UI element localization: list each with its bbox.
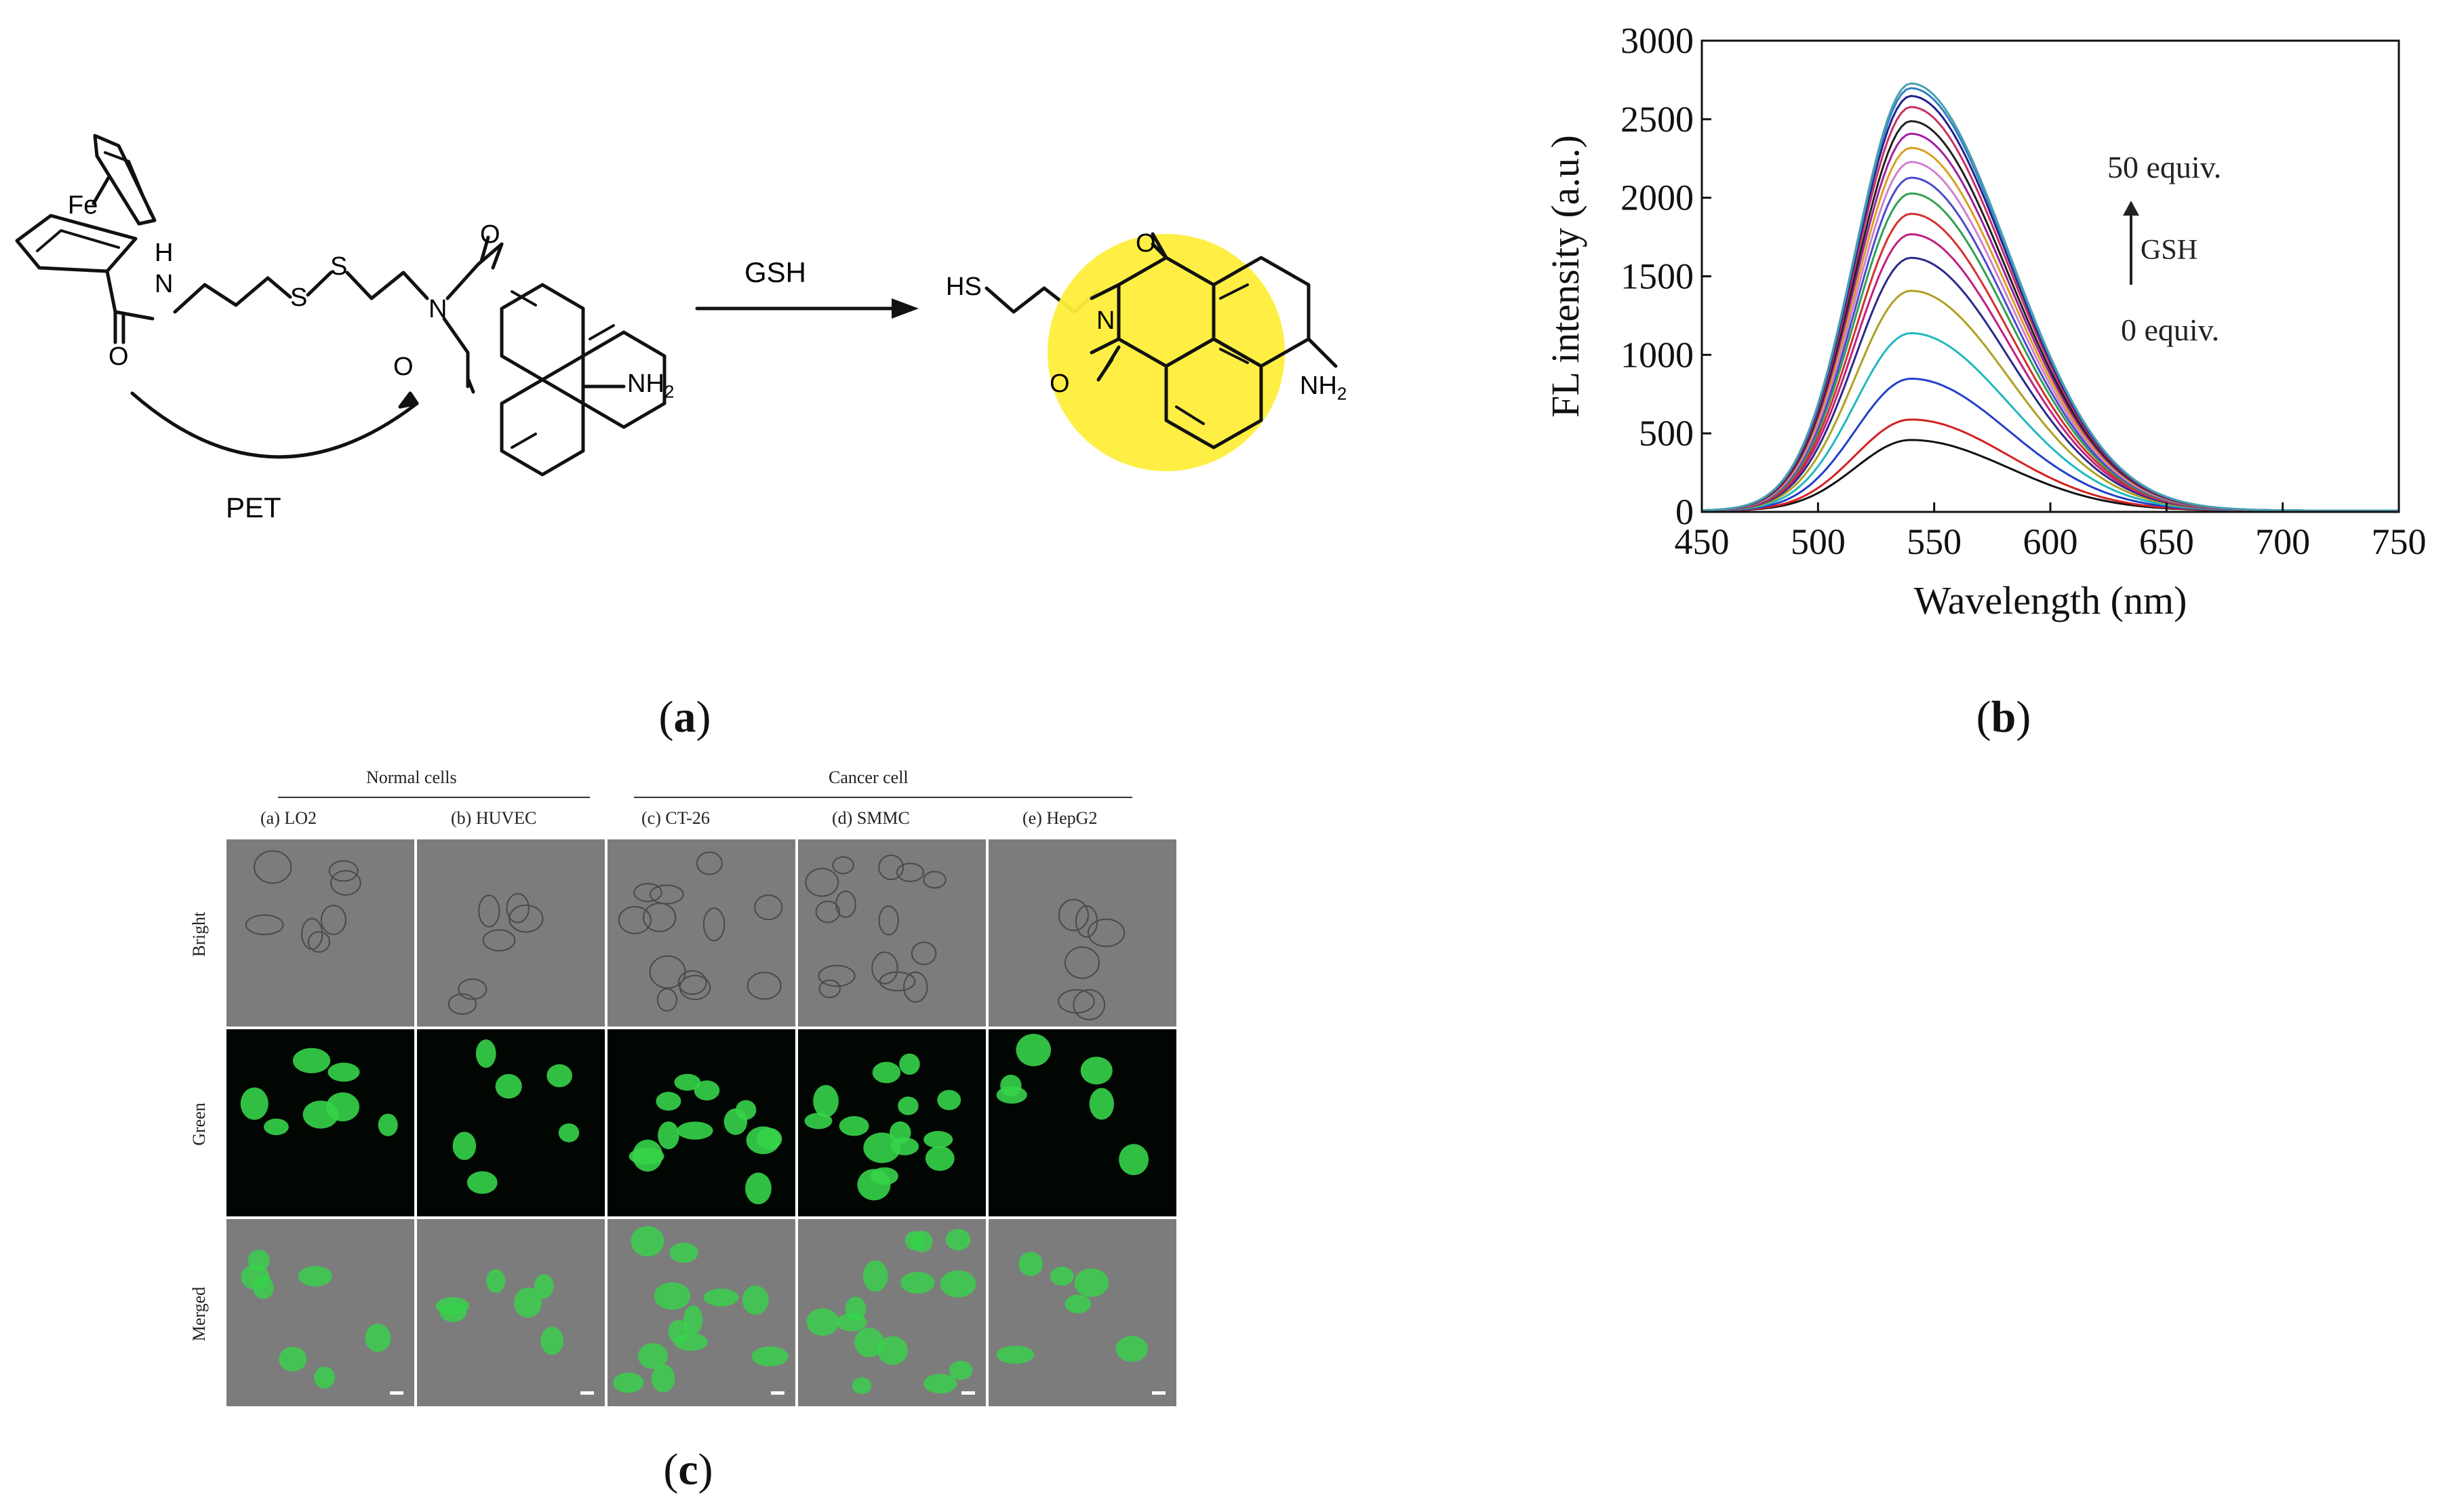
gsh-up-arrow-head: [2123, 201, 2139, 216]
atom-s1: S: [290, 283, 308, 312]
x-axis-label: Wavelength (nm): [1914, 578, 2187, 622]
lower-cp-ring: [15, 214, 138, 273]
atom-o-amide: O: [108, 342, 129, 371]
column-header-4: (e) HepG2: [1022, 808, 1098, 828]
x-tick-label-1: 500: [1791, 521, 1846, 562]
group-line-cancer: [634, 797, 1132, 798]
x-tick-label-6: 750: [2372, 521, 2427, 562]
image-tile-2-3: [798, 1219, 986, 1406]
image-tile-2-1: [417, 1219, 605, 1406]
atom-n-amide: N: [155, 270, 174, 298]
x-tick-label-3: 600: [2023, 521, 2078, 562]
image-tile-0-4: [989, 839, 1176, 1027]
series-line-1: [1702, 418, 2399, 512]
panel-label-a: (a): [658, 692, 711, 742]
atom-fe: Fe: [68, 191, 98, 220]
y-tick-label-5: 2500: [1620, 99, 1694, 140]
atom-s2: S: [330, 252, 348, 281]
gsh-up-arrow: [2130, 210, 2132, 285]
amine-left: NH2: [627, 370, 675, 402]
annot-0-equiv: 0 equiv.: [2121, 313, 2220, 347]
column-header-1: (b) HUVEC: [451, 808, 537, 828]
group-header-cancer: Cancer cell: [829, 768, 909, 787]
image-tile-2-2: [608, 1219, 795, 1406]
image-tile-2-0: [226, 1219, 414, 1406]
column-header-2: (c) CT-26: [641, 808, 710, 828]
x-tick-label-2: 550: [1907, 521, 1962, 562]
image-tile-1-0: [226, 1029, 414, 1216]
atom-o-bottom: O: [393, 353, 414, 381]
cell-image-grid: [226, 839, 1178, 1408]
image-tile-2-4: [989, 1219, 1176, 1406]
y-tick-label-1: 500: [1639, 413, 1694, 454]
x-tick-label-4: 650: [2139, 521, 2194, 562]
row-label-1: Green: [189, 1102, 209, 1146]
image-tile-0-3: [798, 839, 986, 1027]
image-tile-1-1: [417, 1029, 605, 1216]
row-label-2: Merged: [189, 1286, 209, 1342]
column-header-0: (a) LO2: [260, 808, 317, 828]
y-tick-label-0: 0: [1675, 492, 1694, 532]
fluorescence-chart: 450 500 550 600 650 700 750 0 500 1000 1500 2000 250…: [1543, 20, 2427, 622]
atom-o-top: O: [480, 220, 500, 249]
x-tick-label-0: 450: [1675, 521, 1730, 562]
pet-label: PET: [226, 492, 281, 523]
amine-right: NH2: [1300, 372, 1347, 404]
thiol-label: HS: [946, 273, 982, 301]
group-header-normal: Normal cells: [366, 768, 457, 787]
y-tick-label-6: 3000: [1620, 20, 1694, 61]
annot-50-equiv: 50 equiv.: [2107, 150, 2222, 184]
image-tile-1-2: [608, 1029, 795, 1216]
image-tile-0-0: [226, 839, 414, 1027]
image-tile-1-3: [798, 1029, 986, 1216]
reaction-scheme: [15, 134, 1338, 477]
image-tile-1-4: [989, 1029, 1176, 1216]
row-label-0: Bright: [189, 911, 209, 957]
column-header-3: (d) SMMC: [832, 808, 910, 828]
annot-gsh: GSH: [2141, 235, 2198, 266]
atom-o-product-top: O: [1136, 229, 1156, 258]
upper-cp-ring: [93, 134, 157, 226]
reaction-arrow-label: GSH: [744, 256, 807, 288]
y-tick-label-3: 1500: [1620, 256, 1694, 297]
atom-o-product-bottom: O: [1050, 370, 1070, 398]
panel-label-b: (b): [1976, 692, 2031, 742]
y-tick-label-2: 1000: [1620, 334, 1694, 375]
atom-n-imide: N: [429, 295, 447, 323]
group-line-normal: [278, 797, 590, 798]
image-tile-0-2: [608, 839, 795, 1027]
atom-n-product: N: [1096, 306, 1115, 335]
x-tick-label-5: 700: [2255, 521, 2310, 562]
y-tick-label-4: 2000: [1620, 178, 1694, 218]
image-tile-0-1: [417, 839, 605, 1027]
fluorophore-highlight: [1048, 234, 1285, 471]
y-axis-label: FL intensity (a.u.): [1543, 135, 1587, 418]
panel-label-c: (c): [663, 1445, 713, 1494]
atom-h: H: [155, 239, 174, 267]
